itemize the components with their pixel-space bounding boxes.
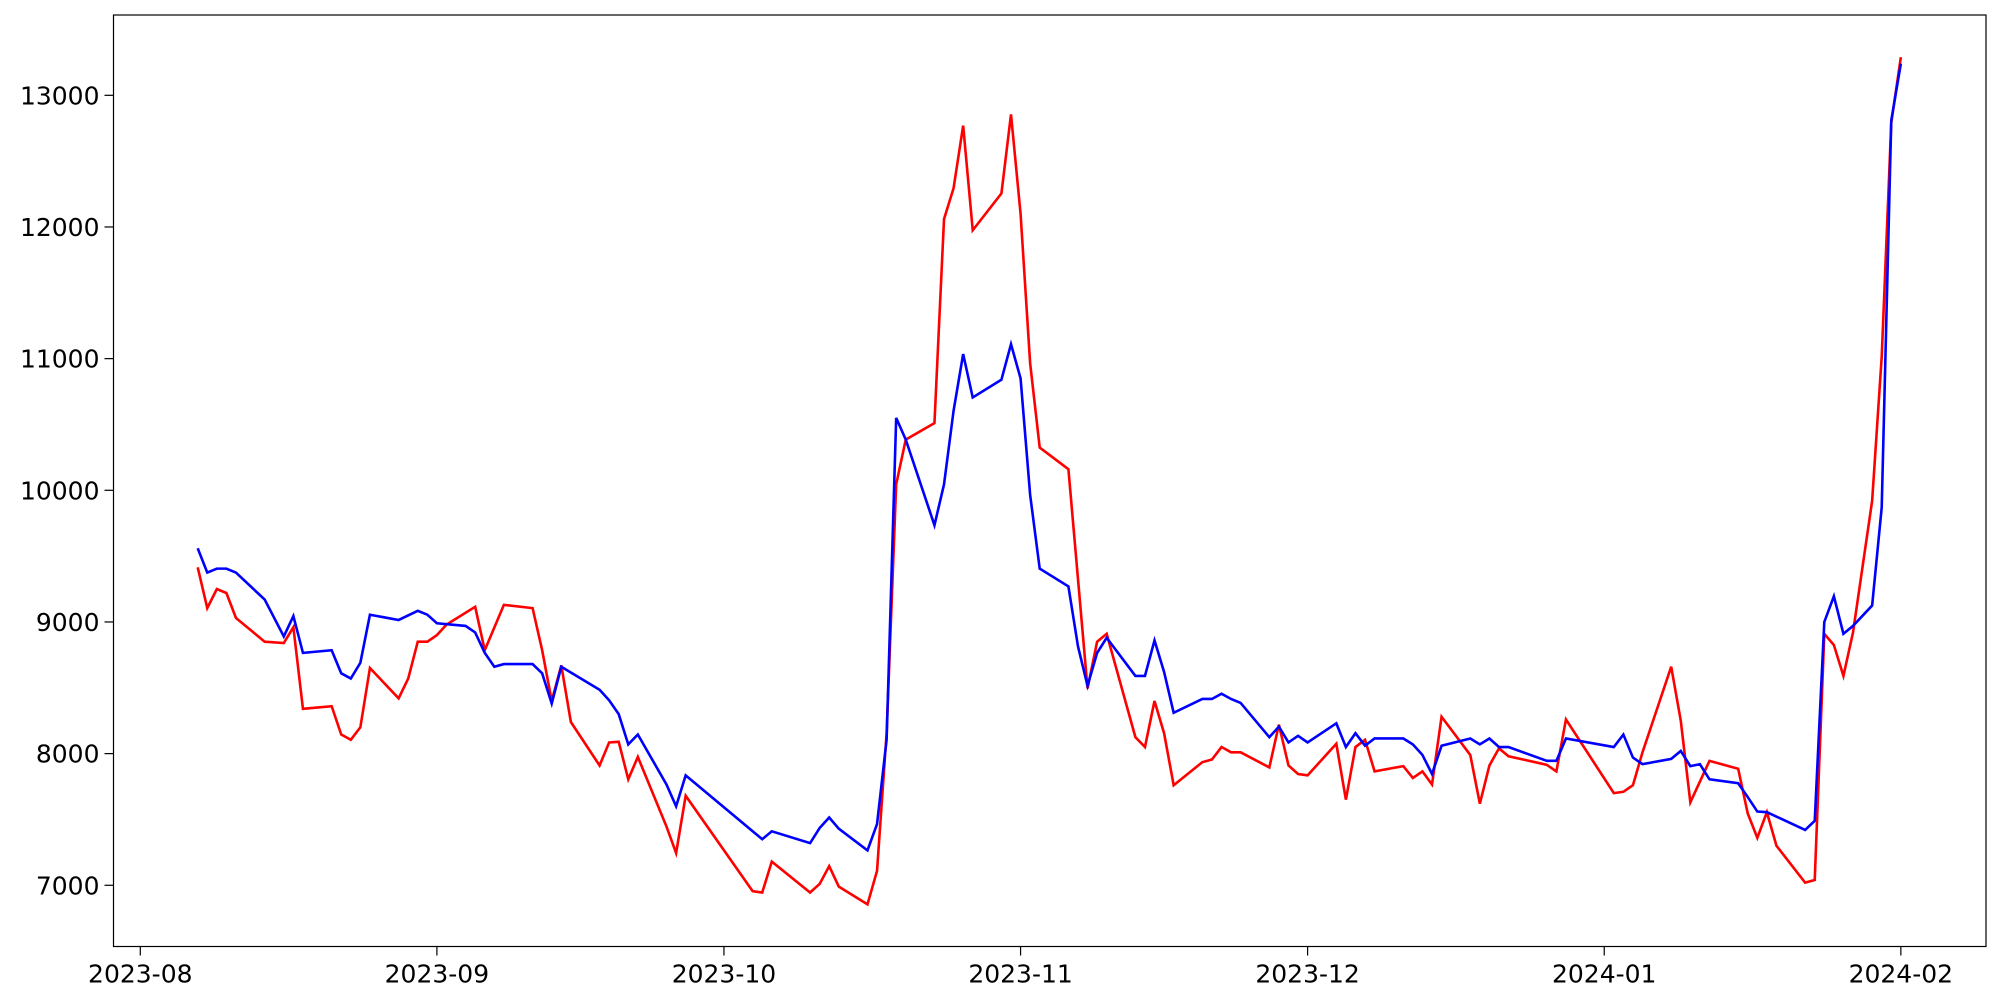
y-tick-label: 10000 <box>20 476 100 505</box>
y-tick-label: 13000 <box>20 81 100 110</box>
x-tick-label: 2023-11 <box>968 960 1072 989</box>
x-tick-label: 2023-09 <box>385 960 489 989</box>
plot-frame <box>112 14 1987 948</box>
x-tick-label: 2024-01 <box>1552 960 1656 989</box>
x-tick-label: 2024-02 <box>1849 960 1953 989</box>
x-tick-label: 2023-08 <box>88 960 192 989</box>
y-tick-label: 8000 <box>36 740 100 769</box>
y-tick-label: 7000 <box>36 871 100 900</box>
x-tick-label: 2023-12 <box>1255 960 1359 989</box>
y-tick-label: 11000 <box>20 345 100 374</box>
line-series <box>196 56 1903 907</box>
line-series <box>196 63 1903 853</box>
x-tick-label: 2023-10 <box>672 960 776 989</box>
y-tick-label: 12000 <box>20 213 100 242</box>
y-tick-label: 9000 <box>36 608 100 637</box>
